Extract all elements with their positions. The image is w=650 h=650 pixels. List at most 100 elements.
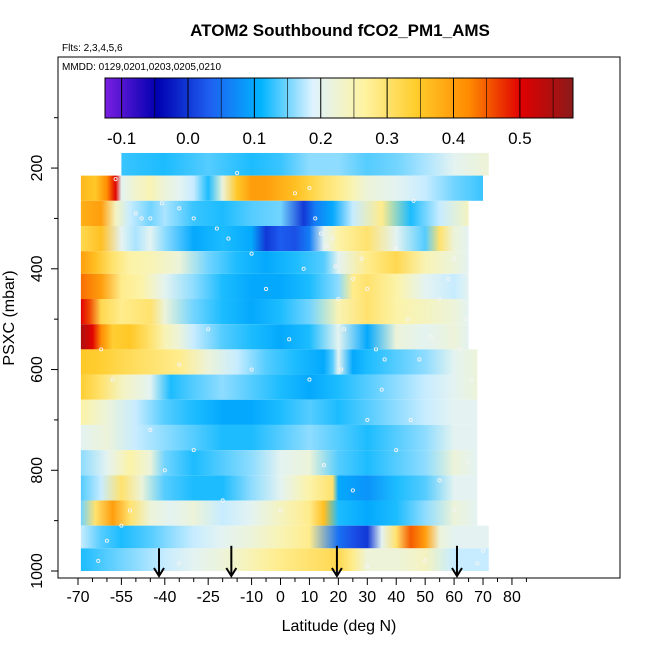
x-tick-label: 0	[276, 589, 285, 606]
flight-arrow	[225, 545, 238, 578]
sample-point	[226, 236, 231, 241]
sample-point	[417, 357, 422, 362]
sample-point	[463, 317, 468, 322]
sample-point	[394, 448, 399, 453]
heatmap-layer	[80, 225, 469, 252]
sample-point	[394, 246, 399, 251]
sample-point	[405, 317, 410, 322]
sample-point	[382, 357, 387, 362]
y-tick-label: 600	[29, 356, 46, 383]
sample-point	[318, 231, 324, 236]
sample-point	[287, 337, 292, 342]
sample-point	[379, 387, 384, 392]
sample-point	[324, 244, 329, 249]
sample-point	[437, 296, 442, 302]
heatmap-layer	[80, 349, 478, 375]
sample-point	[428, 334, 433, 339]
sample-point	[423, 558, 428, 563]
colorbar-tick-label: 0.4	[442, 129, 466, 148]
heatmap-layer	[80, 324, 469, 350]
y-tick-label: 200	[29, 155, 46, 182]
flight-arrows	[153, 545, 463, 578]
sample-point	[159, 201, 164, 206]
heatmap-layer	[80, 399, 478, 425]
x-tick-label: 50	[416, 589, 434, 606]
sample-point	[446, 276, 451, 281]
sample-point	[321, 463, 326, 468]
colorbar-gradient	[104, 77, 574, 119]
flights-note: Flts: 2,3,4,5,6	[62, 43, 123, 54]
y-tick-label: 800	[29, 457, 46, 484]
sample-point	[119, 523, 124, 528]
sample-point	[365, 417, 370, 422]
heatmap-layer	[80, 424, 478, 451]
heatmap-layer	[80, 200, 469, 226]
sample-point	[128, 508, 133, 513]
x-tick-label: 20	[329, 589, 347, 606]
colorbar-tick-label: 0.0	[176, 129, 200, 148]
heatmap-layer	[80, 251, 469, 274]
sample-point	[148, 216, 153, 221]
sample-point	[191, 216, 196, 221]
y-tick-label: 400	[29, 255, 46, 282]
heatmap-layer	[80, 450, 478, 476]
sample-point	[177, 561, 182, 566]
y-tick-label: 1000	[29, 553, 46, 589]
sample-point	[469, 377, 474, 382]
sample-point	[342, 327, 347, 332]
sample-point	[437, 478, 442, 483]
x-tick-label: -10	[240, 589, 263, 606]
x-tick-label: -70	[66, 589, 89, 606]
sample-point	[99, 347, 104, 352]
heatmap-layer	[80, 273, 469, 300]
x-tick-label: 30	[358, 589, 376, 606]
plot-frame	[57, 56, 621, 579]
heatmap-layers	[80, 152, 489, 571]
sample-point	[350, 276, 355, 281]
heatmap-layer	[121, 152, 489, 176]
heatmap-layer	[80, 175, 484, 201]
x-tick-label: 10	[301, 589, 319, 606]
flight-arrow	[451, 545, 463, 578]
sample-point	[411, 198, 416, 203]
sample-point	[457, 347, 462, 352]
sample-point	[336, 296, 341, 302]
x-axis: -70 -55 -40 -25 -10 0 10 20 30 40 50 60 70 80	[66, 578, 527, 606]
chart-title: ATOM2 Southbound fCO2_PM1_AMS	[190, 21, 490, 40]
colorbar-tick-label: -0.1	[107, 129, 136, 148]
sample-point	[330, 236, 335, 241]
x-tick-label: 80	[503, 589, 521, 606]
sample-point	[292, 191, 298, 196]
colorbar-tick-label: 0.1	[243, 129, 267, 148]
heatmap-layer	[80, 299, 469, 325]
sample-point	[104, 538, 109, 543]
heatmap-layer	[80, 374, 478, 400]
sample-point	[148, 427, 153, 433]
x-tick-label: 40	[387, 589, 405, 606]
dates-note: MMDD: 0129,0201,0203,0205,0210	[62, 62, 221, 73]
y-axis-label: PSXC (mbar)	[1, 270, 18, 365]
sample-point	[214, 226, 219, 231]
heatmap-layer	[80, 548, 489, 571]
sample-point	[113, 177, 118, 182]
x-tick-label: 70	[474, 589, 492, 606]
y-axis: 200 400 600 800 1000	[29, 117, 58, 589]
sample-point	[466, 460, 471, 465]
colorbar-tick-label: 0.3	[375, 129, 399, 148]
sample-point	[177, 206, 182, 211]
sample-point	[139, 216, 144, 221]
sample-point	[235, 171, 240, 176]
sample-point	[220, 498, 225, 503]
colorbar: -0.1 0.0 0.1 0.2 0.3 0.4 0.5	[104, 77, 574, 148]
sample-point	[110, 377, 115, 382]
sample-point	[133, 211, 138, 216]
sample-point	[373, 347, 379, 352]
x-tick-label: -55	[110, 589, 133, 606]
x-tick-label: -25	[197, 589, 220, 606]
heatmap-layer	[80, 500, 478, 526]
sample-point	[408, 417, 413, 422]
sample-point	[350, 488, 355, 493]
colorbar-tick-label: 0.2	[309, 129, 333, 148]
sample-point	[313, 216, 318, 221]
